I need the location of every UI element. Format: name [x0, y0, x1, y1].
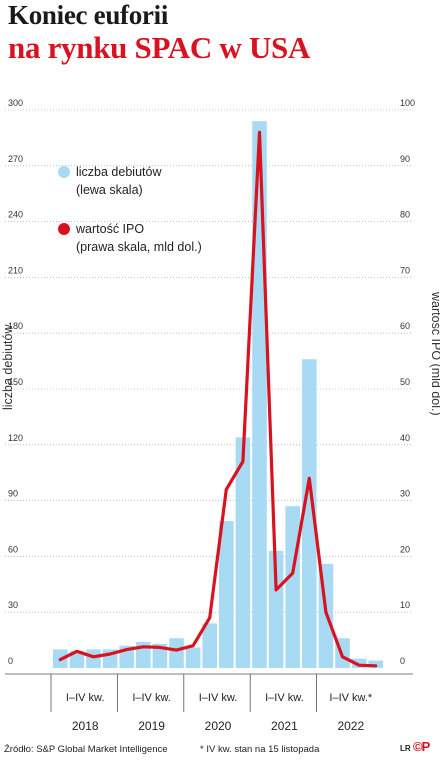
- left-tick-label: 0: [8, 656, 13, 666]
- legend-label: liczba debiutów: [76, 165, 162, 179]
- legend-marker: [58, 166, 70, 178]
- quarter-label: I–IV kw.: [66, 692, 105, 704]
- left-tick-label: 270: [8, 154, 23, 164]
- bar: [235, 437, 251, 668]
- bar: [268, 550, 284, 668]
- right-y-axis: 0 10 20 30 40 50 60 70 80 90 100: [400, 98, 415, 666]
- bar: [351, 658, 367, 668]
- right-tick-label: 0: [400, 656, 405, 666]
- gridlines: [5, 109, 413, 613]
- year-label: 2021: [271, 719, 298, 733]
- right-tick-label: 40: [400, 433, 410, 443]
- left-tick-label: 120: [8, 433, 23, 443]
- bar: [285, 506, 300, 668]
- legend-label: wartość IPO: [75, 222, 144, 236]
- left-tick-label: 60: [8, 544, 18, 554]
- left-axis-title: liczba debiutów: [1, 324, 15, 410]
- bar: [302, 359, 317, 668]
- year-label: 2018: [72, 719, 99, 733]
- legend-sublabel: (prawa skala, mld dol.): [76, 240, 202, 254]
- ipo-value-line: [58, 130, 378, 668]
- bar: [219, 521, 234, 668]
- x-axis: I–IV kw. 2018 I–IV kw. 2019 I–IV kw. 2020 I–IV…: [5, 673, 413, 733]
- legend: liczba debiutów (lewa skala) wartość IPO (p…: [58, 165, 202, 254]
- publisher-logo: ©P: [413, 739, 430, 754]
- legend-marker: [58, 223, 70, 235]
- left-tick-label: 90: [8, 489, 18, 499]
- right-tick-label: 10: [400, 600, 410, 610]
- year-label: 2022: [337, 719, 364, 733]
- title-line-2: na rynku SPAC w USA: [8, 30, 311, 65]
- left-tick-label: 300: [8, 98, 23, 108]
- bar: [86, 649, 101, 668]
- left-tick-label: 30: [8, 600, 18, 610]
- bar-series: [53, 121, 383, 668]
- author-credit: LR: [400, 744, 411, 753]
- right-tick-label: 90: [400, 154, 410, 164]
- bar: [169, 638, 184, 668]
- left-tick-label: 180: [8, 321, 23, 331]
- right-tick-label: 100: [400, 98, 415, 108]
- bar: [202, 623, 217, 668]
- right-tick-label: 80: [400, 210, 410, 220]
- right-tick-label: 70: [400, 265, 410, 275]
- bar: [152, 643, 168, 668]
- left-tick-label: 240: [8, 210, 23, 220]
- right-tick-label: 20: [400, 544, 410, 554]
- quarter-label: I–IV kw.: [265, 692, 304, 704]
- left-tick-label: 210: [8, 265, 23, 275]
- right-tick-label: 30: [400, 489, 410, 499]
- right-tick-label: 50: [400, 377, 410, 387]
- right-tick-label: 60: [400, 321, 410, 331]
- left-tick-label: 150: [8, 377, 23, 387]
- legend-sublabel: (lewa skala): [76, 183, 143, 197]
- bar: [185, 647, 201, 668]
- left-y-axis: 0 30 60 90 120 150 180 210 240 270 300: [8, 98, 23, 666]
- bar: [69, 651, 85, 668]
- year-label: 2020: [205, 719, 232, 733]
- quarter-label: I–IV kw.*: [329, 692, 373, 704]
- right-axis-title: wartość IPO (mld dol.): [429, 291, 440, 416]
- source-note: Źródło: S&P Global Market Intelligence: [4, 744, 168, 755]
- year-label: 2019: [138, 719, 165, 733]
- title-line-1: Koniec euforii: [8, 0, 169, 30]
- quarter-label: I–IV kw.: [199, 692, 238, 704]
- footnote: * IV kw. stan na 15 listopada: [200, 744, 320, 755]
- line-series: [58, 130, 378, 668]
- quarter-label: I–IV kw.: [132, 692, 171, 704]
